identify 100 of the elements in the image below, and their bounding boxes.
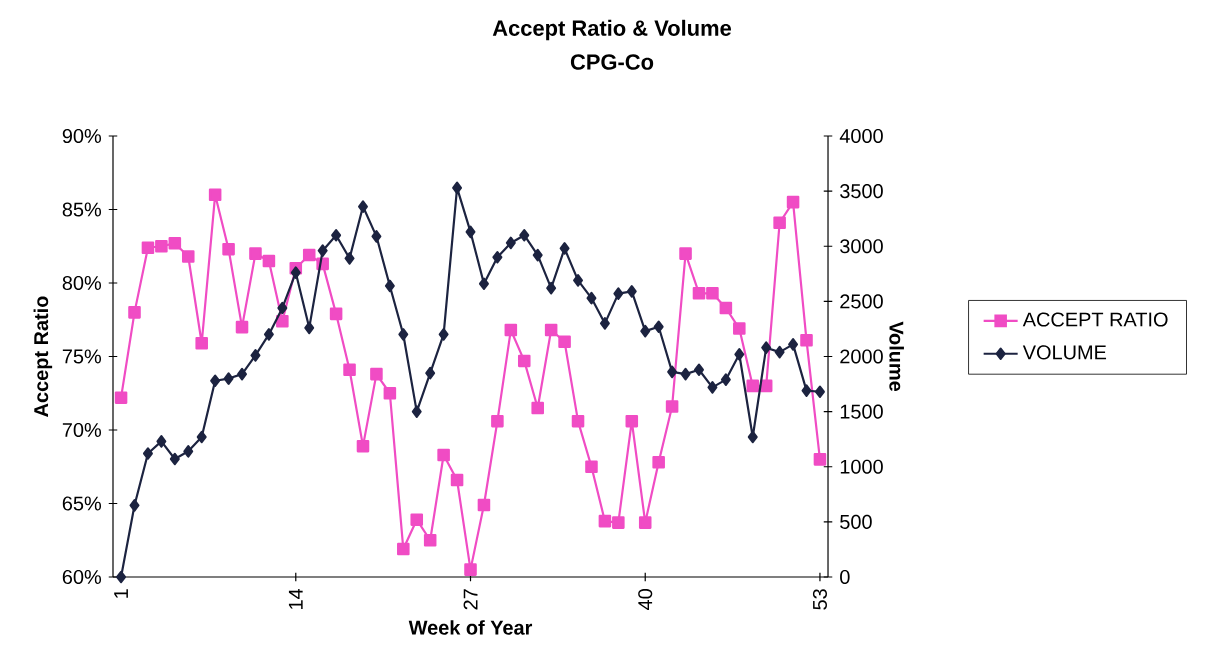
y2-tick-label: 3500 bbox=[840, 184, 883, 199]
y-tick-label: 80% bbox=[62, 275, 102, 291]
point bbox=[181, 250, 195, 263]
point bbox=[801, 384, 812, 397]
chart-subtitle: CPG-Co bbox=[570, 54, 654, 70]
point bbox=[653, 320, 664, 334]
point bbox=[598, 514, 612, 528]
point bbox=[276, 314, 289, 328]
point bbox=[774, 345, 785, 359]
point bbox=[814, 385, 825, 399]
point bbox=[397, 542, 410, 556]
point bbox=[517, 354, 531, 368]
point bbox=[237, 367, 248, 381]
point bbox=[329, 307, 343, 321]
point bbox=[331, 228, 342, 242]
point bbox=[196, 430, 207, 444]
y2-tick-label: 2000 bbox=[840, 349, 883, 364]
point bbox=[128, 306, 141, 319]
point bbox=[733, 322, 746, 335]
point bbox=[640, 324, 651, 338]
point bbox=[156, 435, 167, 448]
point bbox=[141, 241, 155, 254]
point bbox=[114, 391, 128, 404]
point bbox=[317, 244, 328, 257]
point bbox=[183, 445, 194, 458]
point bbox=[734, 348, 745, 361]
point bbox=[558, 335, 571, 349]
point bbox=[626, 285, 637, 298]
point bbox=[491, 414, 504, 428]
point bbox=[383, 386, 397, 400]
y-tick-label: 65% bbox=[62, 496, 102, 511]
point bbox=[195, 336, 208, 350]
x-tick-label: 53 bbox=[812, 589, 827, 610]
point bbox=[747, 430, 758, 444]
point bbox=[761, 341, 772, 354]
point bbox=[720, 373, 731, 386]
point bbox=[544, 323, 558, 337]
point bbox=[410, 513, 424, 526]
point bbox=[452, 181, 463, 195]
point bbox=[773, 216, 786, 230]
point bbox=[210, 374, 221, 388]
point bbox=[492, 250, 503, 264]
point bbox=[573, 274, 584, 287]
point bbox=[667, 365, 678, 379]
point bbox=[519, 228, 530, 242]
point bbox=[425, 366, 436, 380]
point bbox=[599, 317, 610, 330]
y2-tick-label: 4000 bbox=[839, 128, 883, 144]
y2-tick-label: 0 bbox=[840, 569, 850, 585]
y-tick-label: 70% bbox=[62, 422, 102, 438]
x-tick-label: 1 bbox=[114, 589, 128, 598]
point bbox=[680, 367, 691, 381]
point bbox=[532, 248, 543, 262]
point bbox=[450, 473, 464, 487]
point bbox=[505, 236, 516, 250]
point bbox=[571, 414, 585, 428]
point bbox=[613, 287, 624, 300]
point bbox=[559, 242, 570, 255]
point bbox=[398, 328, 409, 341]
x-tick-label: 40 bbox=[638, 589, 653, 610]
y-tick-label: 90% bbox=[62, 128, 102, 144]
point bbox=[438, 328, 449, 341]
point bbox=[250, 349, 261, 362]
point bbox=[142, 447, 153, 460]
legend-label: ACCEPT RATIO bbox=[1022, 312, 1168, 327]
y-tick-label: 60% bbox=[62, 569, 102, 585]
point bbox=[585, 460, 598, 474]
y-axis-title: Accept Ratio bbox=[33, 296, 53, 417]
point bbox=[155, 239, 168, 253]
legend-label: VOLUME bbox=[1022, 345, 1107, 360]
point bbox=[465, 225, 476, 239]
point bbox=[477, 498, 491, 512]
point bbox=[423, 533, 437, 547]
point bbox=[222, 242, 235, 256]
point bbox=[464, 563, 477, 576]
point bbox=[358, 200, 368, 213]
x-tick-label: 14 bbox=[288, 588, 303, 609]
point bbox=[344, 252, 355, 265]
point bbox=[612, 516, 625, 529]
point bbox=[116, 570, 127, 584]
chart-title: Accept Ratio & Volume bbox=[492, 19, 732, 41]
y2-tick-label: 2500 bbox=[840, 294, 883, 309]
point bbox=[706, 287, 719, 300]
point bbox=[786, 195, 800, 209]
x-tick-label: 27 bbox=[463, 589, 478, 610]
point bbox=[652, 456, 665, 469]
y2-tick-label: 500 bbox=[840, 514, 872, 529]
point bbox=[531, 401, 544, 415]
point bbox=[262, 254, 276, 268]
point bbox=[384, 279, 395, 293]
point bbox=[169, 452, 180, 466]
point bbox=[304, 321, 315, 335]
point bbox=[813, 453, 827, 466]
point bbox=[168, 237, 182, 250]
y-tick-label: 85% bbox=[62, 202, 102, 217]
point bbox=[356, 439, 370, 453]
point bbox=[546, 281, 557, 295]
point bbox=[437, 448, 450, 462]
point bbox=[371, 230, 382, 243]
point bbox=[263, 328, 274, 341]
